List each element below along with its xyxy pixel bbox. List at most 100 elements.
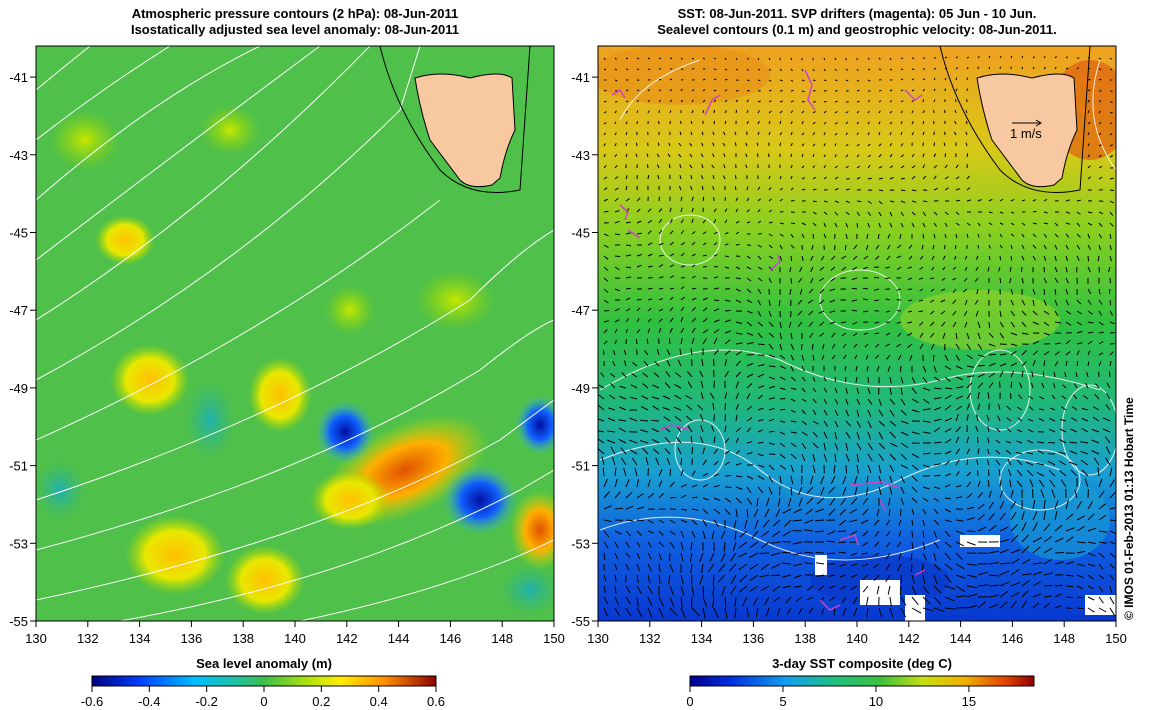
velocity-arrow xyxy=(922,88,925,92)
velocity-arrow xyxy=(988,562,1000,565)
velocity-arrow xyxy=(603,111,607,114)
velocity-arrow xyxy=(691,207,694,213)
velocity-arrow xyxy=(900,89,904,92)
velocity-arrow xyxy=(922,585,930,595)
velocity-arrow xyxy=(933,441,942,444)
velocity-arrow xyxy=(658,468,663,477)
velocity-arrow xyxy=(965,142,968,147)
velocity-arrow xyxy=(680,484,687,488)
velocity-arrow xyxy=(636,197,641,202)
velocity-arrow xyxy=(965,131,968,136)
velocity-arrow xyxy=(768,175,771,180)
sla-lat-label: -45 xyxy=(9,225,28,240)
velocity-arrow xyxy=(720,530,726,540)
velocity-arrow xyxy=(1098,552,1105,559)
velocity-arrow xyxy=(1087,79,1091,81)
velocity-arrow xyxy=(603,266,609,271)
velocity-arrow xyxy=(874,354,880,359)
sealevel-contour xyxy=(619,59,701,121)
velocity-arrow xyxy=(1010,370,1015,378)
velocity-arrow xyxy=(1076,310,1083,315)
velocity-arrow xyxy=(885,574,891,583)
velocity-arrow xyxy=(735,90,739,92)
velocity-arrow xyxy=(808,321,814,327)
velocity-arrow xyxy=(977,382,984,389)
velocity-arrow xyxy=(636,541,641,548)
velocity-arrow xyxy=(1054,552,1065,554)
velocity-arrow xyxy=(933,165,938,169)
velocity-arrow xyxy=(933,365,937,373)
velocity-arrow xyxy=(966,56,970,59)
velocity-arrow xyxy=(790,100,794,103)
velocity-arrow xyxy=(768,100,772,103)
velocity-arrow xyxy=(987,448,990,455)
velocity-arrow xyxy=(735,450,741,455)
velocity-arrow xyxy=(625,232,631,235)
velocity-arrow xyxy=(801,188,806,191)
velocity-arrow xyxy=(735,277,741,280)
sla-high-blob xyxy=(110,344,190,416)
velocity-arrow xyxy=(911,132,915,136)
velocity-arrow xyxy=(1065,360,1068,367)
velocity-arrow xyxy=(768,385,776,389)
velocity-arrow xyxy=(1098,288,1101,295)
velocity-arrow xyxy=(720,552,726,563)
velocity-arrow xyxy=(677,447,682,455)
velocity-arrow xyxy=(735,57,738,61)
velocity-arrow xyxy=(739,574,748,583)
velocity-arrow xyxy=(790,409,796,413)
velocity-arrow xyxy=(724,359,728,367)
velocity-arrow xyxy=(932,354,935,362)
velocity-arrow xyxy=(911,585,917,595)
velocity-arrow xyxy=(1065,596,1073,598)
velocity-arrow xyxy=(709,552,715,562)
velocity-arrow xyxy=(922,164,926,169)
velocity-arrow xyxy=(845,398,849,406)
velocity-arrow xyxy=(810,277,814,284)
velocity-arrow xyxy=(746,277,752,282)
velocity-arrow xyxy=(955,164,959,169)
velocity-arrow xyxy=(781,541,792,543)
velocity-arrow xyxy=(746,508,749,518)
velocity-arrow xyxy=(1076,541,1086,544)
sla-high-blob xyxy=(310,470,390,530)
svp-drifter-tracks xyxy=(611,69,926,611)
velocity-arrow xyxy=(625,100,629,103)
velocity-arrow xyxy=(854,486,858,496)
velocity-arrow xyxy=(922,607,934,612)
velocity-arrow xyxy=(753,508,759,518)
velocity-arrow xyxy=(1036,462,1045,466)
velocity-arrow xyxy=(1087,255,1090,262)
velocity-arrow xyxy=(900,596,907,606)
velocity-arrow xyxy=(662,407,671,411)
velocity-arrow xyxy=(598,430,605,433)
velocity-arrow xyxy=(853,596,858,605)
velocity-arrow xyxy=(700,175,704,180)
velocity-arrow xyxy=(1021,266,1023,273)
velocity-arrow xyxy=(1076,607,1085,610)
velocity-arrow xyxy=(1054,310,1059,317)
velocity-arrow xyxy=(803,529,814,532)
velocity-arrow xyxy=(1032,233,1037,238)
velocity-arrow xyxy=(922,120,925,125)
velocity-arrow xyxy=(977,526,987,532)
velocity-arrow xyxy=(878,100,882,103)
velocity-arrow xyxy=(999,581,1010,587)
velocity-arrow xyxy=(1028,395,1034,400)
velocity-arrow xyxy=(933,187,939,191)
velocity-arrow xyxy=(624,360,627,367)
velocity-arrow xyxy=(975,425,979,433)
velocity-arrow xyxy=(861,552,869,555)
velocity-arrow xyxy=(889,409,895,417)
velocity-arrow xyxy=(713,448,719,455)
velocity-arrow xyxy=(834,122,838,125)
velocity-arrow xyxy=(999,353,1007,356)
velocity-arrow xyxy=(614,176,619,180)
velocity-arrow xyxy=(944,153,947,158)
velocity-arrow xyxy=(764,596,770,606)
velocity-arrow xyxy=(790,277,793,284)
velocity-arrow xyxy=(702,78,706,81)
velocity-arrow xyxy=(1041,382,1045,389)
velocity-arrow xyxy=(1109,467,1113,477)
velocity-arrow xyxy=(845,200,851,204)
